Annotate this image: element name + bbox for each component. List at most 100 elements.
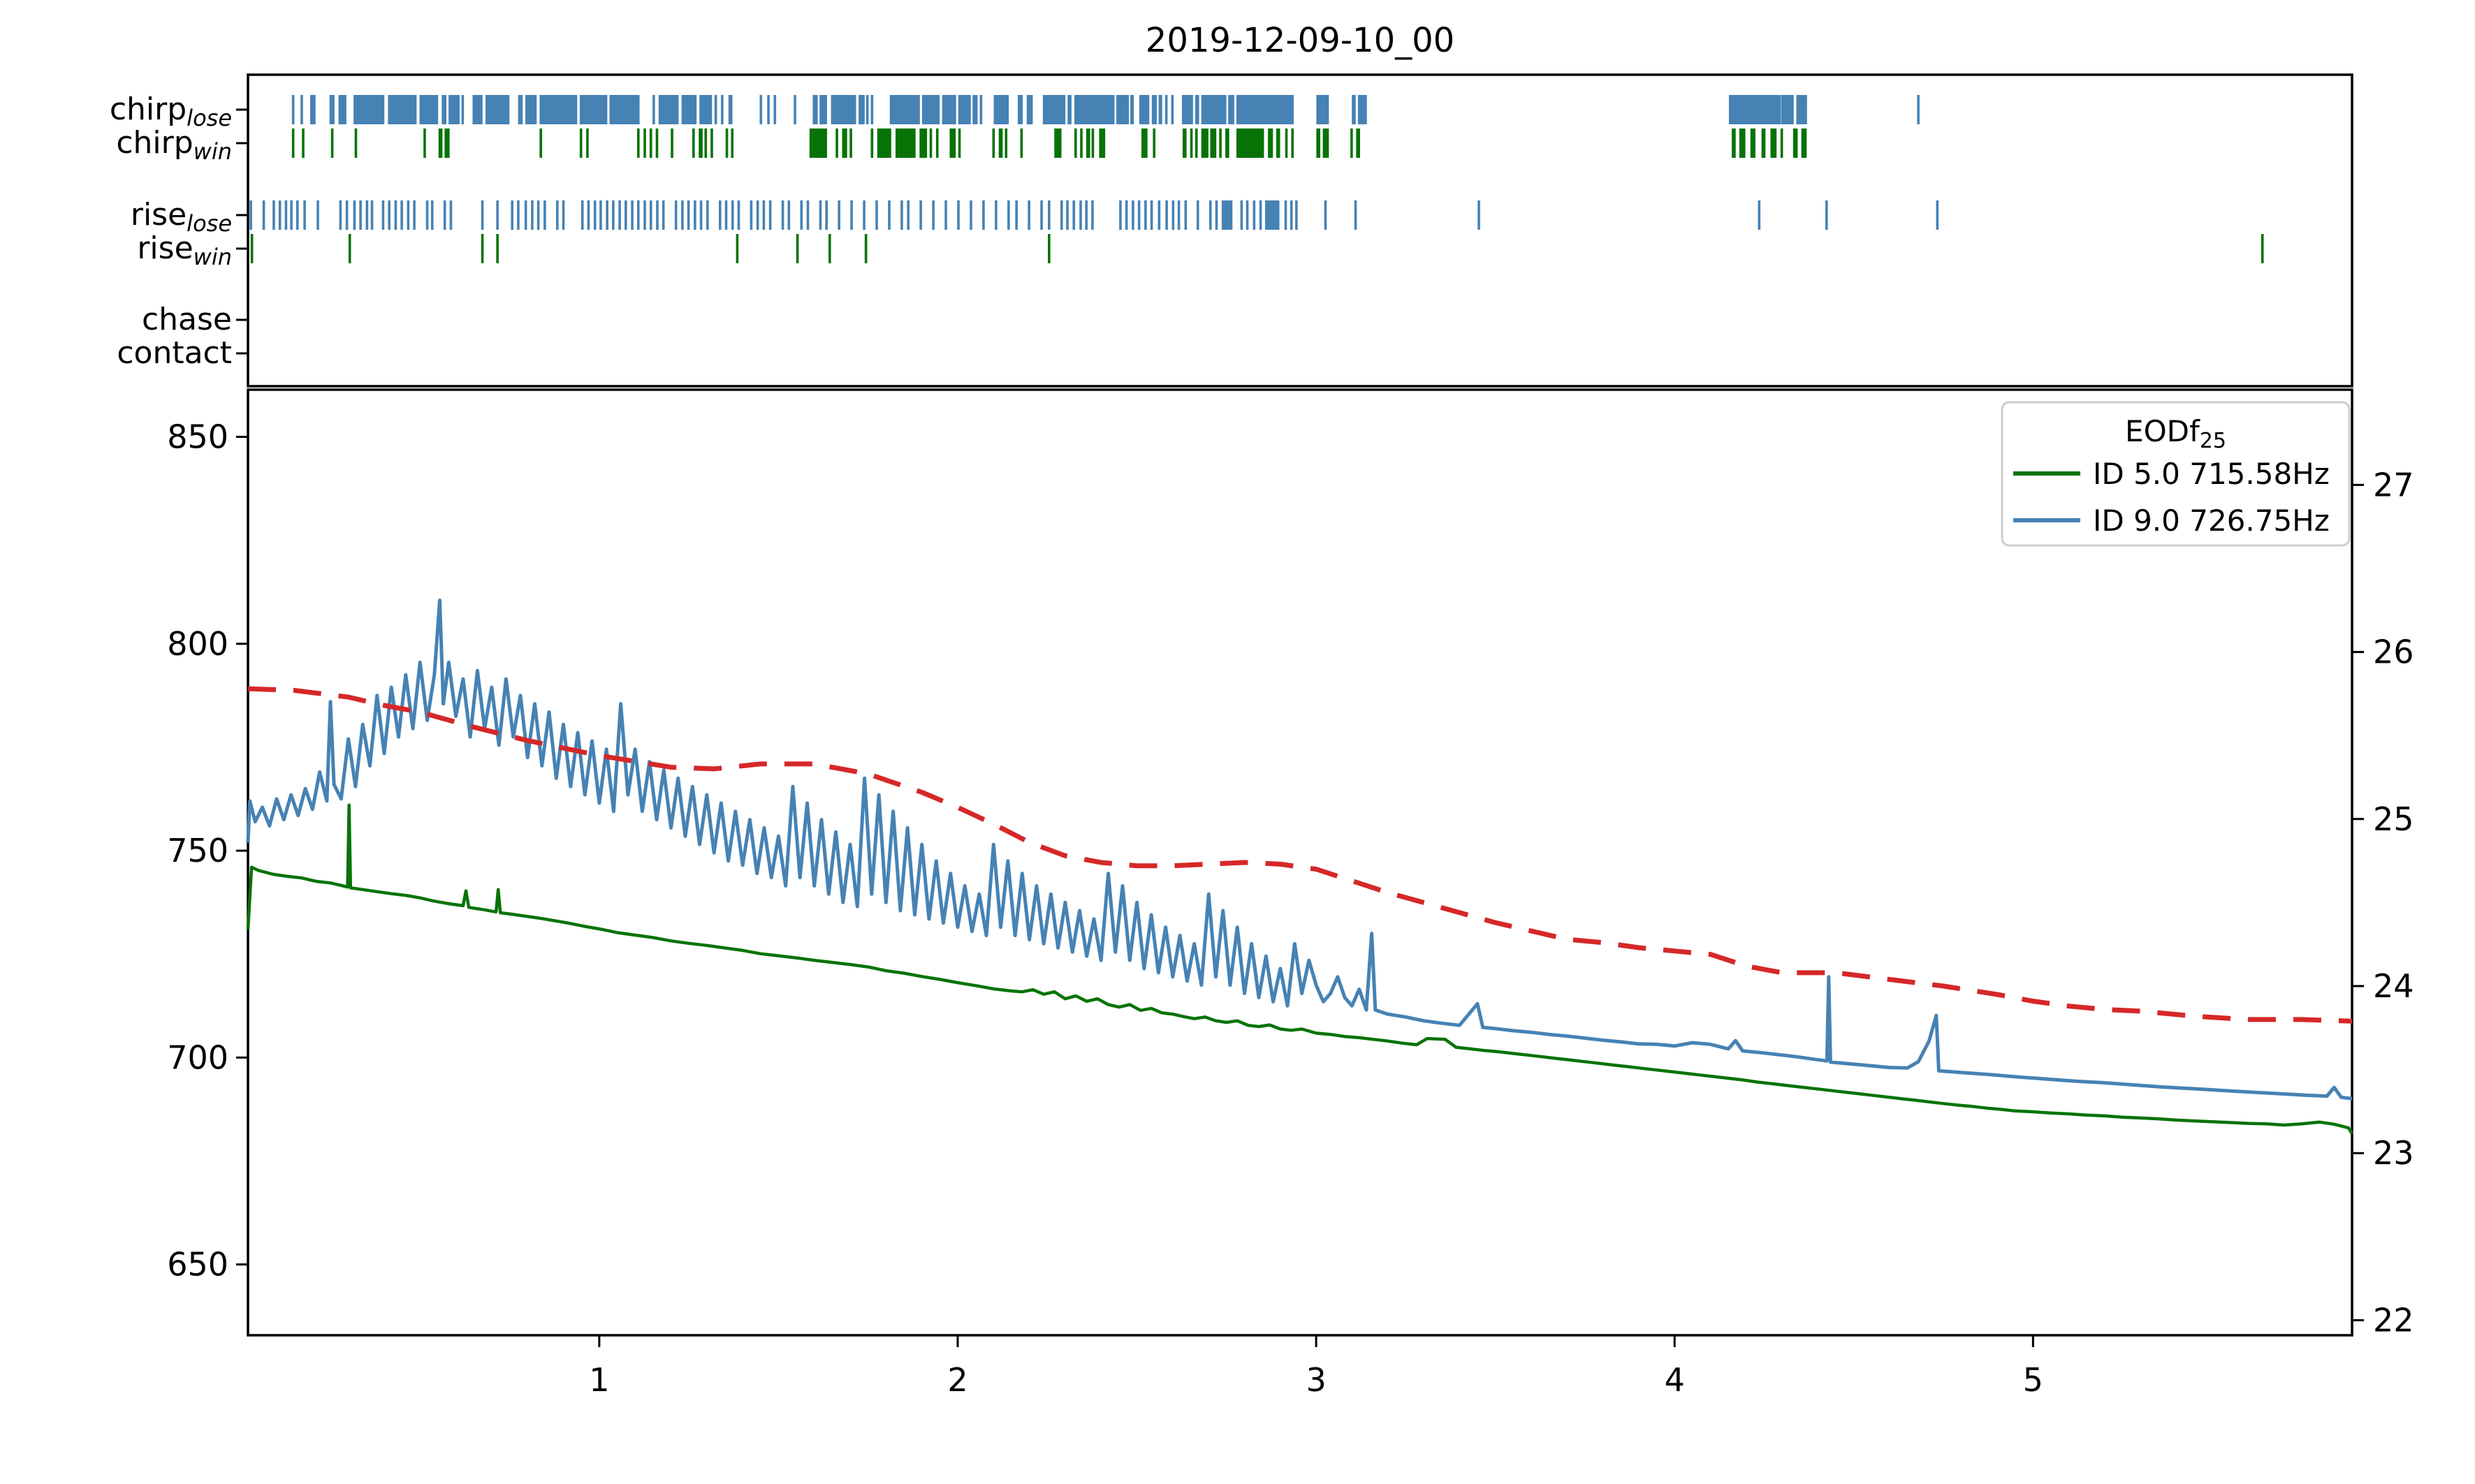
event-tick <box>1793 128 1798 158</box>
event-tick <box>310 95 316 124</box>
event-tick <box>300 95 303 124</box>
series-id-5-0-715-58hz <box>246 803 2353 1135</box>
event-tick <box>443 200 446 230</box>
event-tick <box>1352 95 1356 124</box>
event-tick <box>1228 95 1234 124</box>
event-tick <box>1085 200 1088 230</box>
event-tick <box>706 200 709 230</box>
event-tick <box>1221 200 1233 230</box>
event-tick <box>272 200 275 230</box>
event-tick <box>699 128 703 158</box>
event-tick <box>1060 200 1063 230</box>
event-tick <box>1091 128 1095 158</box>
event-tick <box>348 234 351 263</box>
event-tick <box>1195 128 1198 158</box>
event-tick <box>979 95 983 124</box>
event-tick <box>1253 200 1256 230</box>
event-tick <box>1240 200 1243 230</box>
event-tick <box>958 95 971 124</box>
event-tick <box>1324 200 1327 230</box>
event-tick <box>511 200 513 230</box>
event-tick <box>1054 128 1062 158</box>
event-tick <box>888 200 891 230</box>
event-tick <box>370 200 374 230</box>
event-tick <box>472 95 483 124</box>
event-row-label-chirp_lose: chirplose <box>110 91 232 131</box>
event-tick <box>737 200 740 230</box>
event-tick <box>1072 200 1076 230</box>
event-tick <box>1066 200 1069 230</box>
event-tick <box>1158 200 1161 230</box>
event-tick <box>1182 128 1187 158</box>
event-tick <box>1739 128 1746 158</box>
event-tick <box>643 200 646 230</box>
event-tick <box>1761 128 1766 158</box>
event-tick <box>919 200 922 230</box>
event-tick <box>1184 200 1188 230</box>
event-tick <box>944 200 947 230</box>
event-tick <box>413 200 416 230</box>
event-tick <box>481 200 484 230</box>
event-tick <box>957 200 960 230</box>
event-tick <box>1758 200 1761 230</box>
event-tick <box>531 200 534 230</box>
y-left-tick-label: 650 <box>167 1246 228 1284</box>
event-tick <box>866 95 869 124</box>
event-tick <box>581 200 584 230</box>
x-tick-label: 1 <box>589 1361 609 1399</box>
event-tick <box>1225 128 1229 158</box>
event-tick <box>694 200 696 230</box>
event-tick <box>781 200 784 230</box>
event-tick <box>536 200 540 230</box>
event-tick <box>992 128 995 158</box>
event-tick <box>250 234 254 263</box>
event-tick <box>842 128 847 158</box>
event-tick <box>1732 128 1736 158</box>
event-tick <box>296 200 299 230</box>
event-tick <box>1750 128 1755 158</box>
event-tick <box>1074 95 1115 124</box>
event-tick <box>1048 234 1051 263</box>
event-tick <box>699 95 713 124</box>
event-tick <box>849 128 852 158</box>
event-tick <box>448 95 460 124</box>
event-tick <box>658 95 679 124</box>
event-tick <box>388 200 390 230</box>
event-tick <box>875 200 878 230</box>
event-tick <box>1079 200 1082 230</box>
event-tick <box>1290 200 1293 230</box>
event-tick <box>1026 95 1033 124</box>
y-right-tick-label: 27 <box>2373 466 2414 504</box>
event-panel-box <box>247 73 2353 388</box>
event-tick <box>1780 128 1783 158</box>
series-red-dashed <box>247 686 2353 1024</box>
event-tick <box>345 200 349 230</box>
event-tick <box>593 200 597 230</box>
event-tick <box>750 200 753 230</box>
event-tick <box>1236 95 1294 124</box>
event-tick <box>303 200 306 230</box>
x-tick-label: 2 <box>947 1361 968 1399</box>
event-tick <box>425 200 429 230</box>
event-tick <box>787 200 791 230</box>
event-tick <box>1165 95 1168 124</box>
event-tick <box>407 200 410 230</box>
event-tick <box>671 128 673 158</box>
y-left-tick-label: 800 <box>167 625 228 663</box>
event-tick <box>759 95 763 124</box>
event-tick <box>718 200 722 230</box>
event-tick <box>394 200 397 230</box>
event-tick <box>1201 128 1209 158</box>
event-tick <box>1356 128 1360 158</box>
event-tick <box>291 95 295 124</box>
event-tick <box>800 200 803 230</box>
event-tick <box>1074 128 1077 158</box>
event-tick <box>1139 95 1150 124</box>
event-tick <box>329 95 335 124</box>
event-tick <box>556 200 559 230</box>
event-tick <box>870 95 874 124</box>
event-tick <box>1132 200 1134 230</box>
event-tick <box>806 200 810 230</box>
